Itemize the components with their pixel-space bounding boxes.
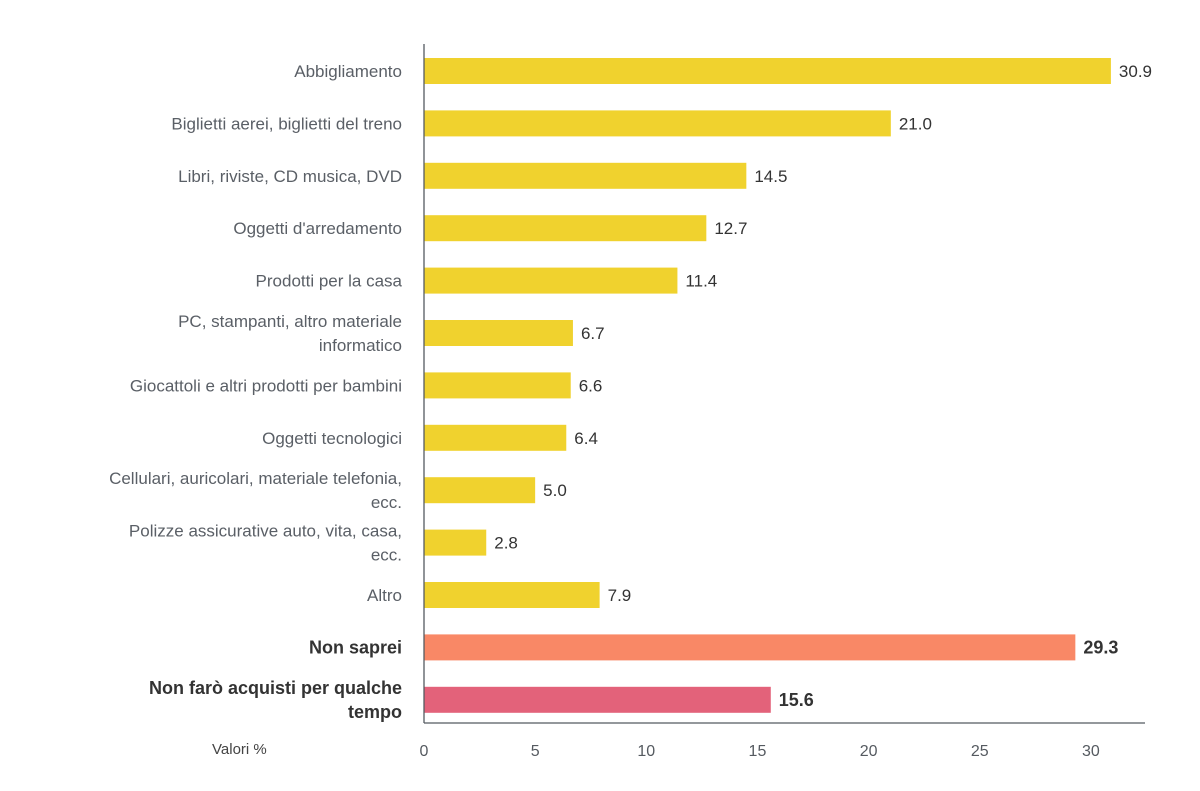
category-label-line: ecc.	[371, 546, 402, 565]
category-label-line: informatico	[319, 336, 402, 355]
x-tick-label-10: 10	[637, 743, 655, 760]
category-label-9: Cellulari, auricolari, materiale telefon…	[109, 469, 402, 512]
category-label-10: Polizze assicurative auto, vita, casa, ec…	[129, 522, 402, 565]
x-tick-label-5: 5	[531, 743, 540, 760]
category-label-12: Non saprei	[309, 637, 402, 657]
category-labels-group: Abbigliamento Biglietti aerei, biglietti …	[109, 62, 402, 722]
value-label-11: 7.9	[608, 586, 632, 605]
category-label-8: Oggetti tecnologici	[262, 429, 402, 448]
value-label-4: 12.7	[714, 219, 747, 238]
bar-12	[424, 634, 1076, 661]
category-label-line: Giocattoli e altri prodotti per bambini	[130, 376, 402, 395]
bar-7	[424, 372, 571, 399]
value-label-13: 15.6	[779, 690, 814, 710]
category-label-line: Biglietti aerei, biglietti del treno	[171, 114, 402, 133]
value-label-8: 6.4	[574, 429, 598, 448]
x-tick-label-25: 25	[971, 743, 989, 760]
category-label-3: Libri, riviste, CD musica, DVD	[178, 167, 402, 186]
category-label-11: Altro	[367, 586, 402, 605]
category-label-line: Oggetti tecnologici	[262, 429, 402, 448]
category-label-line: Oggetti d'arredamento	[233, 219, 402, 238]
category-label-line: tempo	[348, 702, 402, 722]
bar-8	[424, 424, 567, 451]
category-label-6: PC, stampanti, altro materiale informatic…	[178, 312, 402, 355]
category-label-line: Altro	[367, 586, 402, 605]
category-label-line: Non saprei	[309, 637, 402, 657]
bar-5	[424, 267, 678, 294]
x-tick-label-30: 30	[1082, 743, 1100, 760]
category-label-line: Libri, riviste, CD musica, DVD	[178, 167, 402, 186]
category-label-1: Abbigliamento	[294, 62, 402, 81]
bar-3	[424, 162, 747, 189]
category-label-line: Prodotti per la casa	[256, 272, 403, 291]
bars-group	[424, 58, 1111, 713]
bar-9	[424, 477, 536, 504]
bar-10	[424, 529, 487, 556]
category-label-line: PC, stampanti, altro materiale	[178, 312, 402, 331]
value-label-3: 14.5	[754, 167, 787, 186]
bar-1	[424, 58, 1111, 84]
category-label-line: ecc.	[371, 493, 402, 512]
value-label-2: 21.0	[899, 114, 932, 133]
category-label-5: Prodotti per la casa	[256, 272, 403, 291]
x-tick-label-20: 20	[860, 743, 878, 760]
value-label-7: 6.6	[579, 376, 603, 395]
bar-2	[424, 110, 891, 137]
category-label-7: Giocattoli e altri prodotti per bambini	[130, 376, 402, 395]
bar-11	[424, 582, 600, 608]
value-label-6: 6.7	[581, 324, 605, 343]
category-label-line: Polizze assicurative auto, vita, casa,	[129, 522, 402, 541]
x-tick-label-0: 0	[420, 743, 429, 760]
value-label-12: 29.3	[1083, 637, 1118, 657]
category-label-2: Biglietti aerei, biglietti del treno	[171, 114, 402, 133]
x-tick-label-15: 15	[749, 743, 767, 760]
value-label-1: 30.9	[1119, 62, 1152, 81]
x-ticks-group: 0 5 10 15 20 25 30	[420, 743, 1100, 760]
x-axis-title: Valori %	[212, 741, 267, 758]
value-label-9: 5.0	[543, 481, 567, 500]
bar-13	[424, 686, 771, 713]
value-labels-group: 30.9 21.0 14.5 12.7 11.4 6.7 6.6 6.4 5.0 2.8 7.9 29…	[494, 62, 1152, 710]
category-label-line: Non farò acquisti per qualche	[149, 678, 402, 698]
category-label-13: Non farò acquisti per qualche tempo	[149, 678, 402, 722]
value-label-10: 2.8	[494, 534, 518, 553]
category-label-line: Cellulari, auricolari, materiale telefon…	[109, 469, 402, 488]
category-label-4: Oggetti d'arredamento	[233, 219, 402, 238]
bar-6	[424, 320, 573, 346]
bar-4	[424, 215, 707, 242]
value-label-5: 11.4	[685, 272, 717, 291]
category-label-line: Abbigliamento	[294, 62, 402, 81]
